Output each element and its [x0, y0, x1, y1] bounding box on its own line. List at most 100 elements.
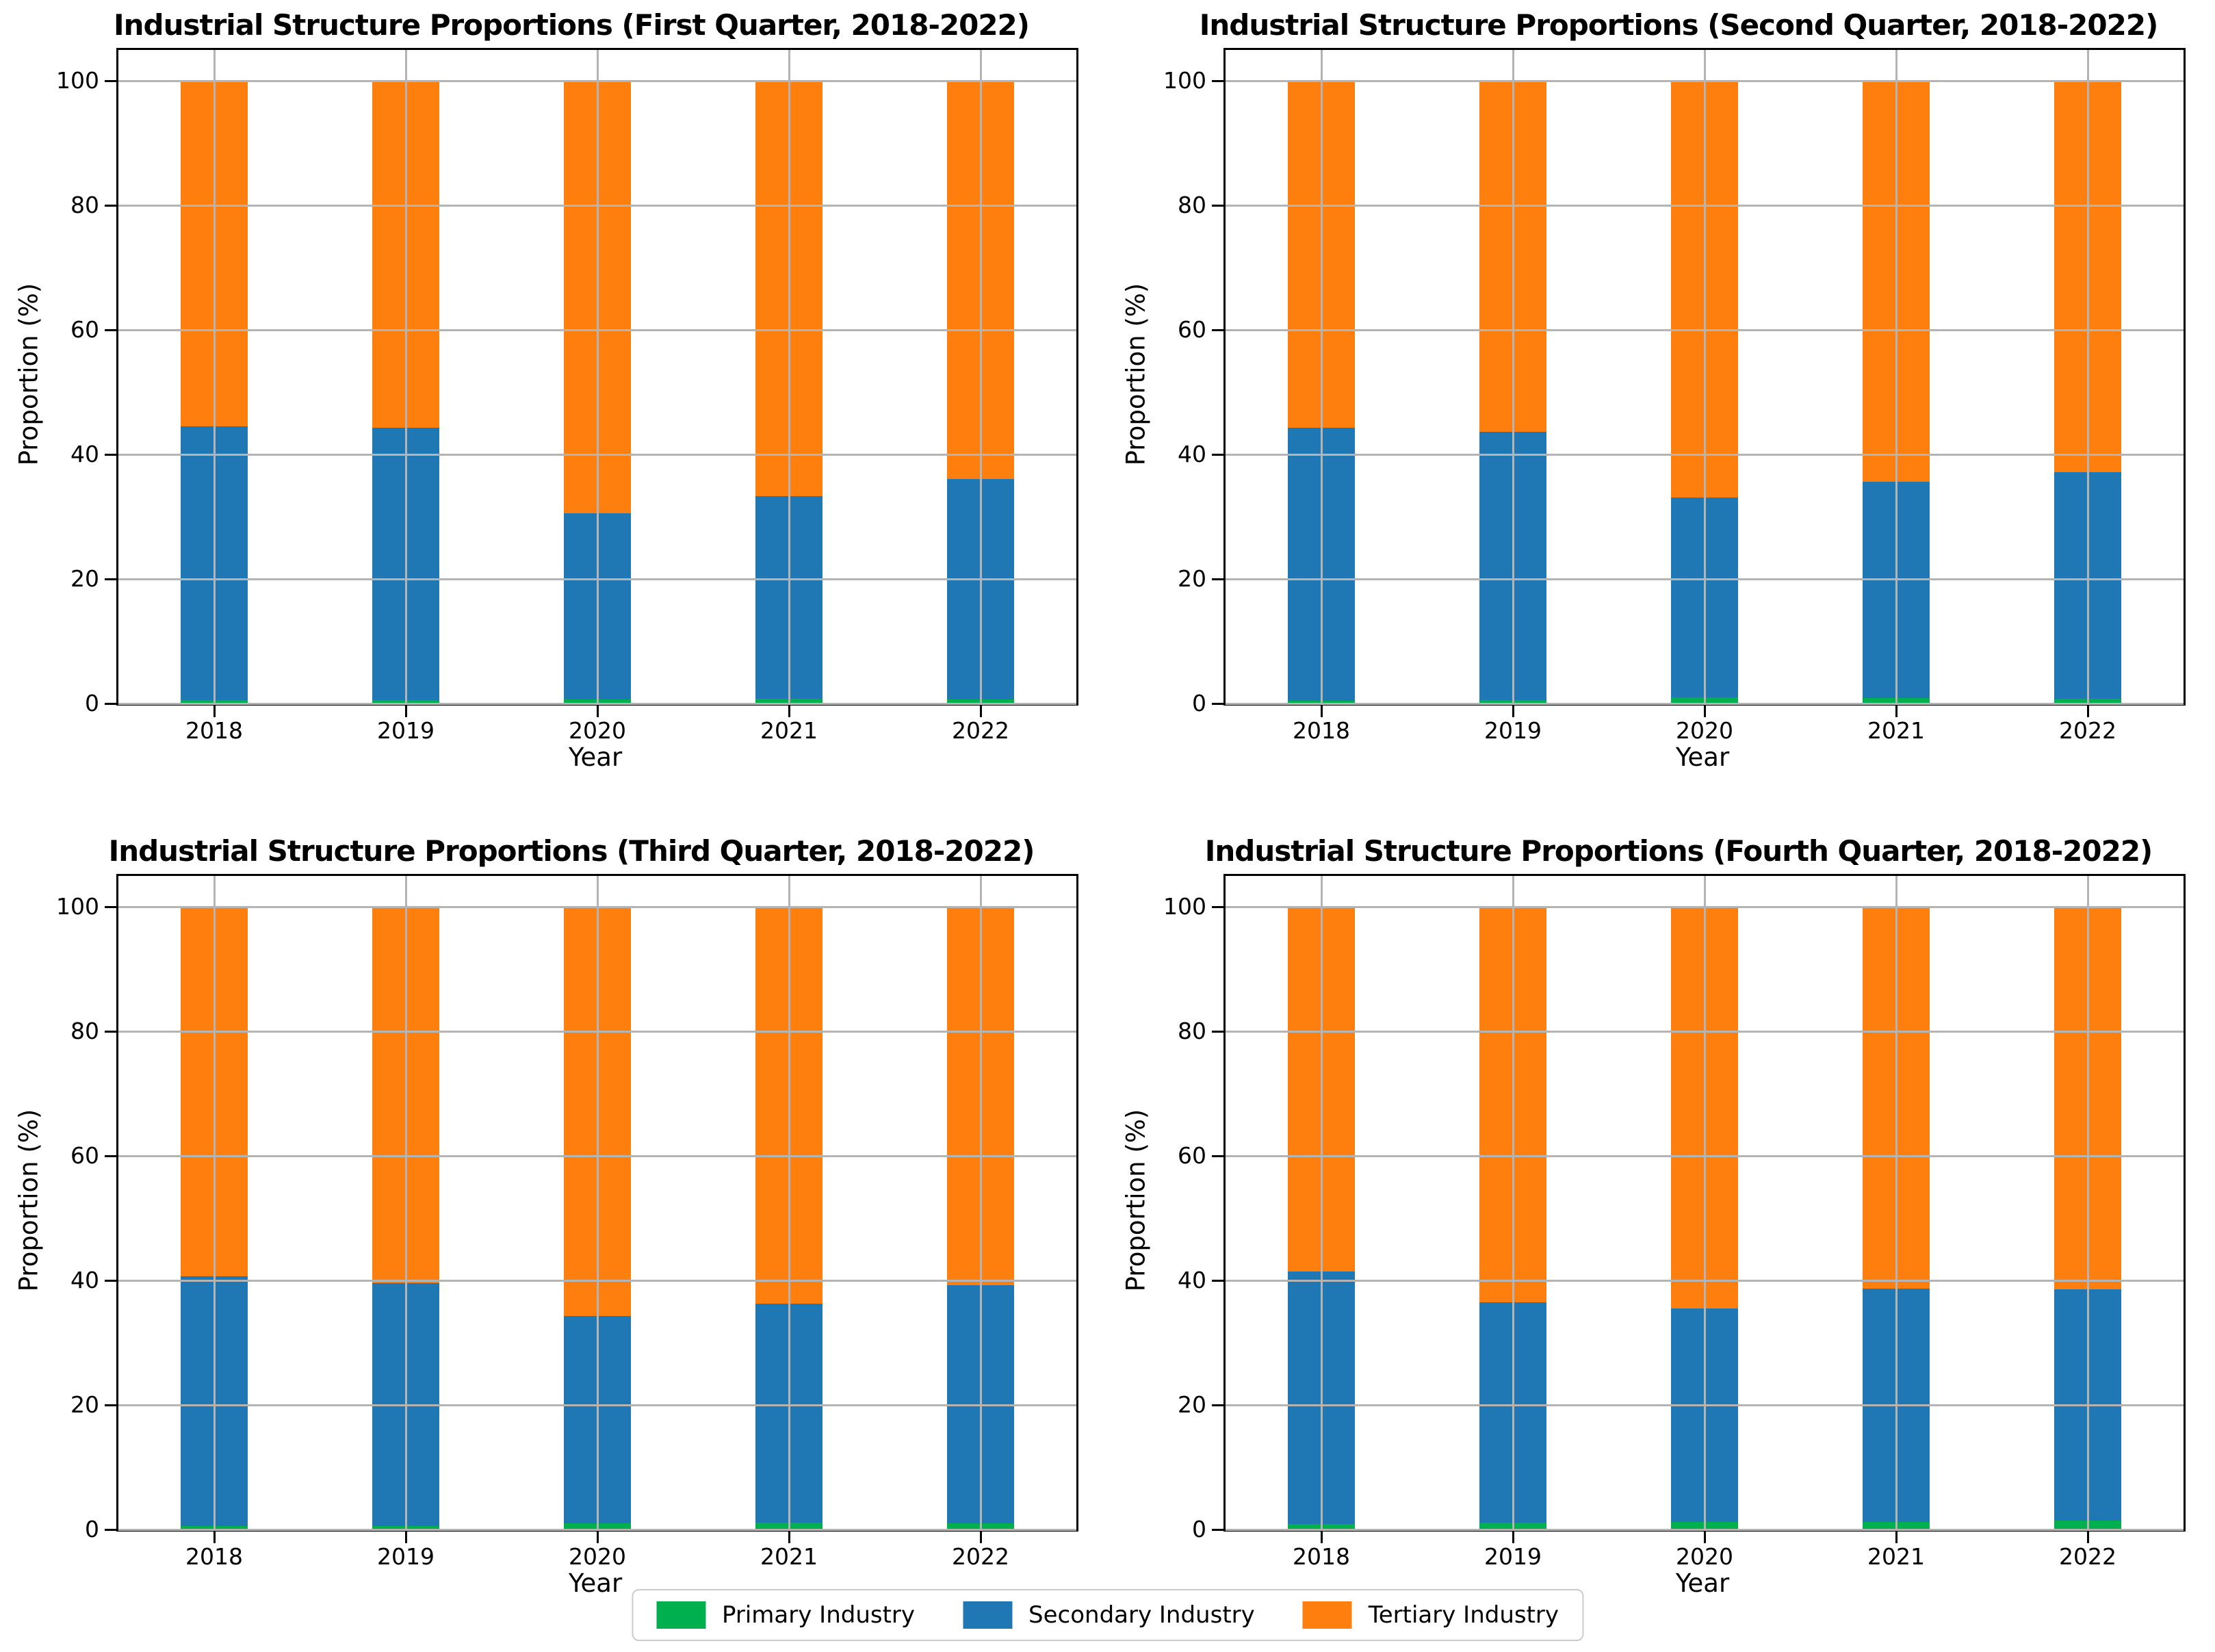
x-tick-mark — [1320, 706, 1323, 717]
y-tick-mark — [105, 1030, 116, 1033]
chart-title: Industrial Structure Proportions (Third … — [108, 834, 1035, 868]
x-tick-label: 2022 — [952, 717, 1009, 744]
y-tick-mark — [1212, 905, 1223, 908]
y-tick-label: 60 — [1178, 1142, 1206, 1170]
x-tick-label: 2019 — [377, 717, 435, 744]
chart-title: Industrial Structure Proportions (Fourth… — [1204, 834, 2153, 868]
plot-area: 0 20 40 60 80 100 2018 2019 2020 2021 2022 — [1163, 48, 2186, 744]
subplot-second-quarter: Industrial Structure Proportions (Second… — [1107, 0, 2214, 826]
y-tick-label: 100 — [56, 67, 99, 94]
x-tick-mark — [1512, 706, 1514, 717]
legend: Primary Industry Secondary Industry Tert… — [631, 1589, 1584, 1641]
y-tick-label: 100 — [1163, 893, 1206, 920]
chart-title: Industrial Structure Proportions (Second… — [1199, 8, 2159, 42]
gridline-vertical — [404, 50, 407, 704]
x-tick-mark — [1320, 1532, 1323, 1543]
gridline-vertical — [596, 876, 599, 1530]
y-tick-label: 40 — [70, 1267, 99, 1294]
y-tick-mark — [1212, 1404, 1223, 1406]
primary-industry-swatch-icon — [656, 1601, 705, 1629]
y-tick-mark — [1212, 1154, 1223, 1157]
x-tick-label: 2022 — [2059, 1543, 2116, 1570]
y-tick-label: 60 — [70, 1142, 99, 1170]
y-tick-mark — [105, 79, 116, 82]
legend-label: Primary Industry — [721, 1601, 916, 1629]
y-tick-label: 40 — [1178, 441, 1206, 468]
x-tick-mark — [1512, 1532, 1514, 1543]
y-tick-mark — [1212, 1030, 1223, 1033]
gridline-vertical — [213, 876, 216, 1530]
x-tick-mark — [404, 1532, 407, 1543]
x-tick-label: 2018 — [1293, 1543, 1350, 1570]
y-tick-label: 0 — [85, 690, 99, 717]
y-tick-mark — [105, 453, 116, 456]
gridline-vertical — [1895, 876, 1897, 1530]
y-tick-label: 80 — [70, 192, 99, 219]
gridline-vertical — [1703, 876, 1706, 1530]
x-tick-mark — [979, 1532, 982, 1543]
y-tick-mark — [105, 1154, 116, 1157]
gridline-vertical — [2086, 876, 2089, 1530]
y-tick-mark — [1212, 453, 1223, 456]
x-tick-mark — [213, 1532, 216, 1543]
x-tick-mark — [404, 706, 407, 717]
gridline-horizontal — [118, 702, 1076, 705]
x-tick-mark — [788, 1532, 790, 1543]
gridline-horizontal — [1226, 702, 2184, 705]
y-tick-mark — [1212, 1279, 1223, 1282]
x-tick-label: 2020 — [1676, 717, 1733, 744]
y-axis-label: Proportion (%) — [14, 283, 44, 466]
y-tick-label: 40 — [1178, 1267, 1206, 1294]
gridline-vertical — [213, 50, 216, 704]
x-tick-label: 2021 — [760, 1543, 818, 1570]
x-tick-label: 2022 — [2059, 717, 2116, 744]
y-tick-label: 20 — [70, 565, 99, 593]
x-tick-mark — [1703, 706, 1706, 717]
x-tick-mark — [596, 1532, 599, 1543]
x-tick-label: 2021 — [1867, 1543, 1925, 1570]
x-tick-label: 2019 — [377, 1543, 435, 1570]
x-tick-mark — [1895, 1532, 1897, 1543]
gridline-vertical — [979, 876, 982, 1530]
subplot-first-quarter: Industrial Structure Proportions (First … — [0, 0, 1107, 826]
gridline-vertical — [2086, 50, 2089, 704]
y-tick-label: 40 — [70, 441, 99, 468]
y-axis-label: Proportion (%) — [1121, 1109, 1151, 1292]
legend-entry-secondary: Secondary Industry — [963, 1601, 1255, 1629]
x-tick-mark — [979, 706, 982, 717]
legend-label: Tertiary Industry — [1368, 1601, 1559, 1629]
y-tick-mark — [1212, 702, 1223, 705]
gridline-horizontal — [118, 1528, 1076, 1531]
x-tick-label: 2020 — [1676, 1543, 1733, 1570]
y-tick-label: 0 — [1192, 690, 1206, 717]
y-tick-mark — [1212, 79, 1223, 82]
x-axis-label: Year — [1675, 1569, 1730, 1598]
chart-title: Industrial Structure Proportions (First … — [114, 8, 1030, 42]
y-tick-mark — [105, 1528, 116, 1531]
y-tick-mark — [1212, 204, 1223, 207]
x-tick-label: 2020 — [569, 1543, 626, 1570]
gridline-vertical — [1703, 50, 1706, 704]
y-tick-mark — [105, 328, 116, 331]
y-tick-mark — [1212, 1528, 1223, 1531]
x-tick-label: 2021 — [1867, 717, 1925, 744]
gridline-vertical — [1512, 50, 1514, 704]
y-tick-mark — [1212, 328, 1223, 331]
plot-area: 0 20 40 60 80 100 2018 2019 2020 2021 2022 — [56, 48, 1078, 744]
gridline-vertical — [1320, 50, 1323, 704]
x-tick-mark — [213, 706, 216, 717]
y-tick-mark — [105, 905, 116, 908]
y-tick-label: 0 — [85, 1516, 99, 1543]
x-tick-label: 2020 — [569, 717, 626, 744]
y-tick-label: 60 — [1178, 316, 1206, 344]
x-tick-mark — [2086, 706, 2089, 717]
y-tick-label: 20 — [1178, 565, 1206, 593]
x-axis-label: Year — [1675, 743, 1730, 772]
gridline-horizontal — [1226, 1528, 2184, 1531]
y-tick-label: 20 — [70, 1391, 99, 1419]
y-tick-mark — [105, 702, 116, 705]
x-tick-mark — [1703, 1532, 1706, 1543]
subplot-third-quarter: Industrial Structure Proportions (Third … — [0, 826, 1107, 1652]
y-tick-label: 100 — [56, 893, 99, 920]
